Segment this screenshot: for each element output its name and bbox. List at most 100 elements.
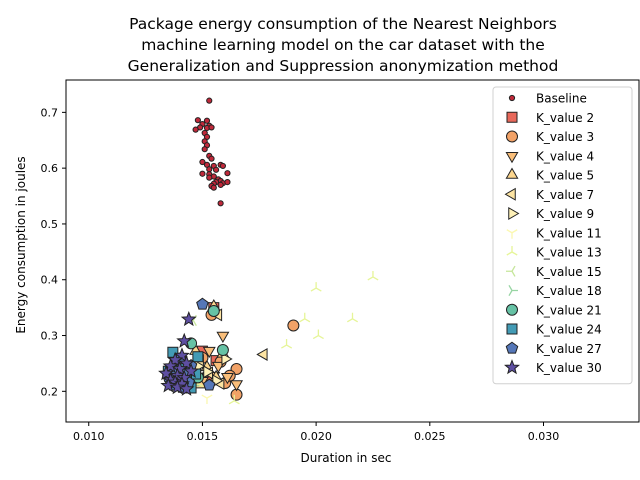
data-point	[228, 394, 240, 405]
data-point	[219, 162, 226, 170]
legend-marker	[506, 265, 516, 277]
data-point	[201, 394, 213, 405]
legend-label: Baseline	[536, 92, 587, 106]
chart-title-line-2: machine learning model on the car datase…	[141, 36, 545, 54]
y-axis: 0.2 0.3 0.4 0.5 0.6 0.7	[41, 106, 66, 398]
legend-label: K_value 7	[536, 188, 594, 202]
chart-title-line-3: Generalization and Suppression anonymiza…	[128, 57, 559, 75]
data-point	[220, 373, 234, 385]
y-tick-label: 0.2	[41, 385, 59, 398]
data-point	[224, 170, 231, 177]
legend-box	[492, 86, 633, 385]
y-tick-label: 0.5	[41, 218, 59, 231]
data-point	[178, 380, 195, 396]
data-point	[201, 146, 208, 153]
y-tick-label: 0.6	[41, 162, 59, 175]
legend-label: K_value 30	[536, 361, 602, 375]
y-tick-label: 0.4	[41, 274, 59, 287]
data-point	[281, 339, 293, 349]
x-tick-label: 0.020	[300, 430, 332, 443]
data-point	[192, 351, 204, 363]
legend-marker	[506, 130, 518, 143]
data-point	[206, 97, 213, 104]
data-point	[310, 282, 322, 292]
data-point	[208, 155, 215, 162]
legend-label: K_value 4	[536, 149, 594, 163]
legend-label: K_value 5	[536, 169, 594, 183]
data-point	[203, 117, 211, 124]
data-point	[176, 369, 193, 385]
data-point	[256, 347, 268, 361]
data-point	[230, 380, 244, 392]
legend-label: K_value 3	[536, 130, 594, 144]
data-point	[158, 365, 175, 381]
data-point	[367, 270, 379, 281]
x-tick-label: 0.015	[187, 430, 219, 443]
y-tick-label: 0.7	[41, 106, 59, 119]
y-tick-label: 0.3	[41, 330, 59, 343]
data-point	[167, 351, 184, 367]
legend: Baseline K_value 2 K_value 3 K_value 4 K_val…	[492, 86, 633, 385]
legend-marker	[505, 341, 519, 354]
data-point	[173, 347, 190, 363]
data-point	[194, 117, 201, 124]
data-point	[216, 344, 229, 357]
data-point	[346, 312, 359, 323]
legend-marker	[504, 187, 516, 201]
x-tick-label: 0.010	[73, 430, 105, 443]
legend-label: K_value 2	[536, 111, 594, 125]
legend-marker	[504, 359, 520, 375]
data-point	[287, 319, 300, 332]
data-point	[176, 332, 193, 348]
legend-marker	[506, 303, 518, 316]
legend-label: K_value 15	[536, 265, 602, 279]
data-point	[210, 184, 217, 191]
legend-label: K_value 13	[536, 246, 602, 260]
legend-label: K_value 9	[536, 207, 594, 221]
data-point	[199, 170, 206, 177]
x-tick-label: 0.025	[414, 430, 446, 443]
data-point	[196, 297, 209, 310]
legend-label: K_value 11	[536, 226, 602, 240]
data-point	[299, 312, 311, 323]
data-point	[217, 200, 224, 207]
data-point	[203, 365, 215, 379]
series-14	[158, 310, 200, 396]
data-point	[208, 124, 215, 131]
y-axis-label: Energy consumption in joules	[14, 156, 28, 333]
plot-area	[158, 97, 379, 405]
legend-marker	[506, 229, 518, 239]
plot-frame	[65, 79, 640, 423]
data-point	[312, 329, 324, 340]
chart-title-line-1: Package energy consumption of the Neares…	[129, 15, 557, 33]
data-point	[211, 361, 225, 374]
series-0	[192, 97, 231, 207]
data-point	[162, 357, 179, 373]
data-point	[169, 379, 186, 395]
legend-label: K_value 18	[536, 284, 602, 298]
x-axis-label: Duration in sec	[301, 451, 392, 465]
legend-label: K_value 27	[536, 342, 602, 356]
legend-marker	[508, 207, 520, 220]
x-axis: 0.010 0.015 0.020 0.025 0.030	[73, 422, 559, 443]
legend-marker	[506, 111, 518, 123]
data-point	[207, 304, 220, 317]
legend-marker	[505, 152, 519, 164]
data-point	[206, 166, 213, 173]
data-point	[217, 181, 224, 188]
legend-label: K_value 24	[536, 323, 602, 337]
data-point	[212, 166, 220, 173]
data-point	[224, 178, 231, 186]
legend-marker	[508, 284, 518, 297]
legend-marker	[505, 167, 519, 179]
data-point	[199, 158, 206, 166]
legend-marker	[506, 323, 518, 335]
legend-marker	[508, 94, 516, 102]
data-point	[180, 310, 197, 327]
data-point	[216, 331, 230, 344]
data-point	[183, 362, 200, 379]
data-point	[202, 378, 216, 391]
legend-marker	[506, 246, 518, 256]
data-point	[221, 352, 233, 366]
